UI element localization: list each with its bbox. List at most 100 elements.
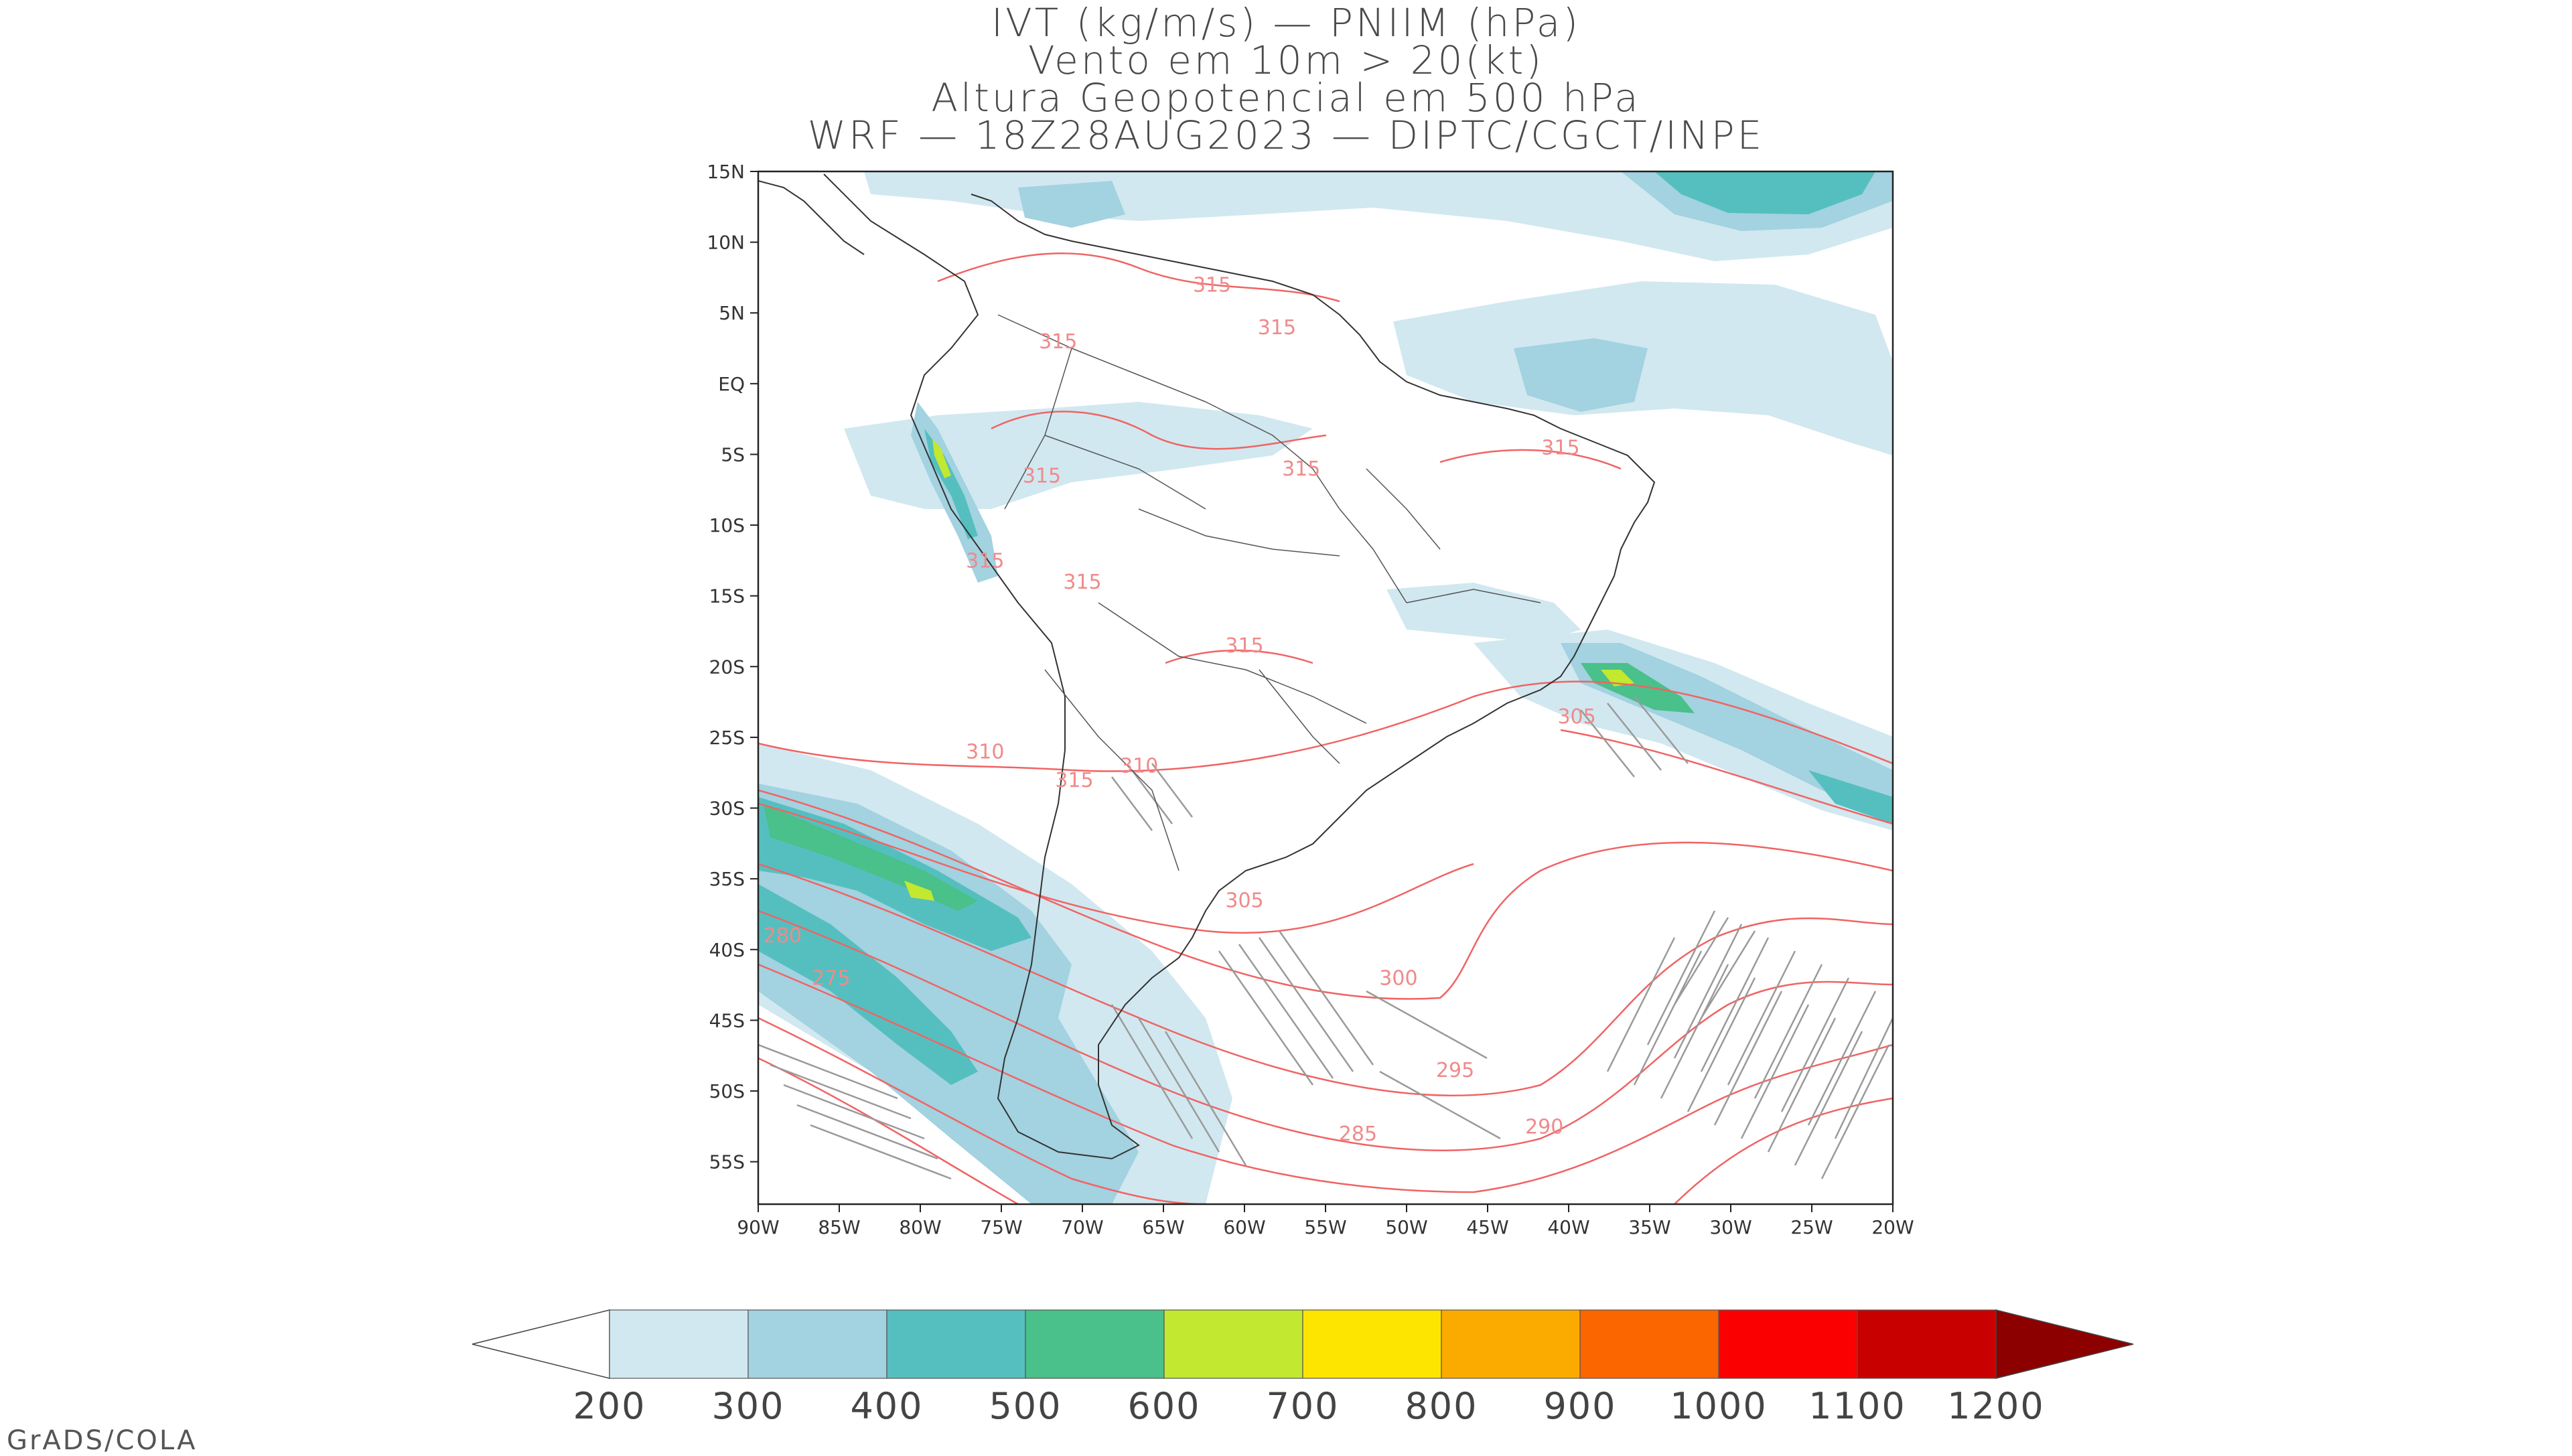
title-line-4: WRF — 18Z28AUG2023 — DIPTC/CGCT/INPE bbox=[807, 113, 1765, 158]
lat-tick-label: 15S bbox=[709, 585, 745, 607]
lon-tick-label: 35W bbox=[1628, 1216, 1670, 1238]
lon-tick-label: 25W bbox=[1790, 1216, 1833, 1238]
contour-value-label: 315 bbox=[1055, 769, 1093, 792]
title-line-1: IVT (kg/m/s) — PNIIM (hPa) bbox=[991, 0, 1581, 46]
geopotential-contours bbox=[758, 252, 1893, 1204]
colorbar-bin bbox=[1302, 1309, 1442, 1379]
colorbar-label: 900 bbox=[1543, 1385, 1616, 1427]
grads-credit: GrADS/COLA bbox=[7, 1425, 198, 1456]
lon-tick-label: 50W bbox=[1385, 1216, 1427, 1238]
contour-extra-1 bbox=[1674, 1097, 1893, 1204]
contour-value-label: 315 bbox=[1225, 634, 1263, 658]
contour-value-label: 305 bbox=[1225, 889, 1263, 912]
ivt-region-south-pacific-peak bbox=[904, 881, 934, 901]
lon-tick-label: 55W bbox=[1304, 1216, 1346, 1238]
map-layers bbox=[758, 171, 1893, 1204]
contour-value-label: 300 bbox=[1379, 967, 1417, 991]
lat-tick-label: 40S bbox=[709, 939, 745, 961]
colorbar-bin bbox=[1718, 1309, 1858, 1379]
wind-barbs-south-atlantic bbox=[1606, 910, 1893, 1179]
lat-tick-label: 5N bbox=[719, 302, 745, 324]
title-line-2: Vento em 10m > 20(kt) bbox=[1027, 38, 1545, 83]
wind-barbs-south-patagonia bbox=[1111, 930, 1501, 1166]
lat-tick-label: 45S bbox=[709, 1009, 745, 1031]
south-america-coastline bbox=[823, 173, 1656, 1160]
contour-305-north bbox=[1560, 729, 1893, 825]
contour-value-label: 285 bbox=[1339, 1122, 1377, 1146]
contour-value-label: 295 bbox=[1436, 1059, 1474, 1082]
contour-value-label: 315 bbox=[1541, 436, 1579, 459]
ivt-shading-layer bbox=[758, 171, 1893, 1204]
contour-value-label: 310 bbox=[1120, 755, 1158, 778]
lat-tick-label: 20S bbox=[709, 656, 745, 678]
contour-value-label: 315 bbox=[1023, 465, 1061, 488]
lon-tick-label: 40W bbox=[1547, 1216, 1589, 1238]
lon-tick-label: 45W bbox=[1466, 1216, 1508, 1238]
lon-tick-label: 70W bbox=[1061, 1216, 1103, 1238]
lat-tick-label: 10N bbox=[707, 232, 745, 254]
contour-310-upper bbox=[758, 680, 1893, 772]
colorbar-label: 1100 bbox=[1808, 1385, 1906, 1427]
wind-barbs-argentina bbox=[1111, 763, 1193, 831]
wind-barbs-pacific-south bbox=[758, 1043, 952, 1180]
contour-labels: 315 315 315 315 315 315 315 315 315 305 310 310 315 3… bbox=[764, 274, 1596, 1146]
ivt-region-equatorial-atlantic-core bbox=[1514, 338, 1648, 412]
contour-value-label: 315 bbox=[1258, 316, 1296, 340]
ivt-region-se-atlantic-tail bbox=[1808, 770, 1893, 824]
latitude-axis: 15N 10N 5N EQ 5S 10S 15S 20S 25S 30S 35S 40S 45S 50S 5… bbox=[707, 161, 758, 1173]
contour-275 bbox=[758, 1057, 1019, 1204]
colorbar-label: 800 bbox=[1405, 1385, 1478, 1427]
colorbar-bin bbox=[747, 1309, 887, 1379]
lat-tick-label: 15N bbox=[707, 161, 745, 183]
colorbar-label: 1000 bbox=[1670, 1385, 1767, 1427]
lon-tick-label: 30W bbox=[1709, 1216, 1752, 1238]
contour-value-label: 305 bbox=[1557, 705, 1595, 729]
colorbar-label: 500 bbox=[989, 1385, 1062, 1427]
ivt-region-south-pacific-lower bbox=[758, 884, 978, 1085]
coastlines-layer bbox=[758, 173, 1656, 1160]
contour-300 bbox=[758, 789, 1893, 1000]
ivt-region-central-brazil bbox=[1386, 583, 1581, 643]
lat-tick-label: 35S bbox=[709, 868, 745, 890]
contour-value-label: 315 bbox=[966, 549, 1004, 573]
contour-280 bbox=[758, 1017, 1206, 1204]
lon-tick-label: 80W bbox=[899, 1216, 941, 1238]
ivt-region-se-atlantic-band bbox=[1474, 630, 1893, 830]
colorbar-under-triangle bbox=[472, 1309, 610, 1379]
contour-tropical-4 bbox=[1165, 649, 1313, 664]
central-america-coastline bbox=[758, 180, 865, 255]
ivt-colorbar: 200 300 400 500 600 700 800 900 1000 1100 1200 bbox=[472, 1309, 2134, 1427]
contour-tropical-2 bbox=[991, 411, 1327, 450]
title-line-3: Altura Geopotencial em 500 hPa bbox=[931, 75, 1641, 121]
contour-value-label: 310 bbox=[966, 741, 1004, 764]
lat-tick-label: 5S bbox=[721, 443, 745, 465]
lat-tick-label: 55S bbox=[709, 1151, 745, 1173]
contour-295 bbox=[758, 863, 1893, 1096]
ivt-region-north-top-core bbox=[1654, 171, 1875, 214]
contour-tropical-1 bbox=[937, 252, 1340, 303]
colorbar-label: 700 bbox=[1266, 1385, 1339, 1427]
lon-tick-label: 75W bbox=[980, 1216, 1022, 1238]
colorbar-bin bbox=[1025, 1309, 1165, 1379]
colorbar-bin bbox=[609, 1309, 749, 1379]
contour-305-low bbox=[758, 802, 1474, 934]
contour-value-label: 315 bbox=[1039, 330, 1077, 354]
contour-value-label: 315 bbox=[1193, 274, 1231, 297]
lon-tick-label: 65W bbox=[1142, 1216, 1184, 1238]
lat-tick-label: 30S bbox=[709, 798, 745, 820]
colorbar-label: 600 bbox=[1127, 1385, 1200, 1427]
lat-tick-label: 25S bbox=[709, 727, 745, 749]
contour-285 bbox=[758, 963, 1893, 1193]
lon-tick-label: 20W bbox=[1871, 1216, 1914, 1238]
wind-barbs-brazil-coast bbox=[1580, 696, 1689, 778]
contour-value-label: 315 bbox=[1282, 457, 1320, 481]
contour-value-label: 315 bbox=[1063, 571, 1101, 594]
lon-tick-label: 85W bbox=[818, 1216, 860, 1238]
colorbar-bin bbox=[1163, 1309, 1303, 1379]
lat-tick-label: 50S bbox=[709, 1080, 745, 1102]
ivt-region-north-top-left bbox=[1018, 181, 1125, 228]
contour-tropical-3 bbox=[1439, 449, 1622, 470]
colorbar-label: 400 bbox=[850, 1385, 923, 1427]
contour-value-label: 280 bbox=[764, 924, 802, 948]
ivt-region-equatorial-atlantic bbox=[1393, 281, 1893, 455]
